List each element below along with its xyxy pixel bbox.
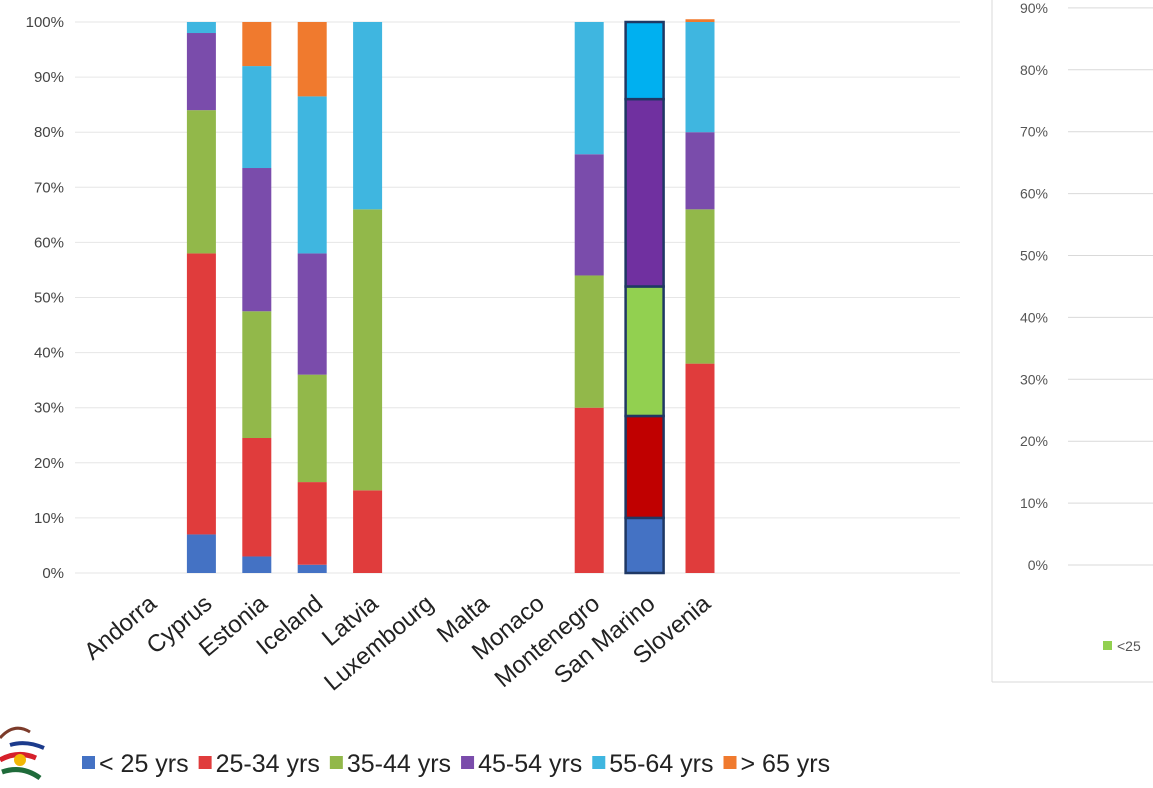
legend-swatch [329, 756, 343, 769]
bar-segment-cyprus-1 [186, 253, 216, 535]
x-tick-label: Andorra [79, 589, 162, 665]
legend-swatch [198, 756, 212, 769]
bar-segment-estonia-3 [242, 168, 272, 312]
y-tick-label: 60% [34, 234, 64, 251]
bar-segment-iceland-5 [297, 22, 327, 97]
inset-chart: 0% 10% 20% 30% 40% 50% 60% 70% 80% 90% <25 [991, 0, 1153, 683]
inset-y-tick-label: 10% [1020, 495, 1048, 511]
y-tick-label: 90% [34, 69, 64, 86]
legend-label: < 25 yrs [99, 750, 189, 778]
bar-segment-montenegro-4 [574, 22, 604, 155]
bar-segment-estonia-5 [242, 22, 272, 67]
bar-segment-slovenia-2 [685, 209, 715, 364]
bar-segment-cyprus-4 [186, 22, 216, 34]
y-axis-ticks: 0% 10% 20% 30% 40% 50% 60% 70% 80% 90% 100% [26, 14, 64, 582]
legend-label: 25-34 yrs [216, 750, 320, 778]
bar-segment-iceland-3 [297, 253, 327, 375]
bar-segment-latvia-4 [353, 22, 383, 210]
bar-segment-slovenia-5 [685, 19, 715, 22]
bar-segment-estonia-0 [242, 556, 272, 573]
legend: < 25 yrs 25-34 yrs 35-44 yrs 45-54 yrs 55-64… [82, 750, 830, 778]
inset-y-tick-label: 50% [1020, 248, 1048, 264]
bar-segment-san-marino-4 [624, 20, 665, 101]
inset-y-tick-label: 90% [1020, 0, 1048, 16]
bar-segment-cyprus-2 [186, 110, 216, 254]
bar-segment-iceland-4 [297, 96, 327, 254]
y-tick-label: 20% [34, 455, 64, 472]
inset-y-tick-label: 70% [1020, 124, 1048, 140]
legend-label: 55-64 yrs [609, 750, 713, 778]
bar-segment-estonia-2 [242, 311, 272, 439]
bar-segment-montenegro-1 [574, 407, 604, 573]
inset-y-tick-label: 80% [1020, 62, 1048, 78]
bars [186, 19, 715, 575]
inset-y-tick-label: 30% [1020, 371, 1048, 387]
legend-label: 35-44 yrs [347, 750, 451, 778]
y-tick-label: 50% [34, 290, 64, 307]
bar-segment-slovenia-1 [685, 363, 715, 573]
inset-legend-label: <25 [1117, 638, 1141, 654]
bar-segment-san-marino-2 [624, 285, 665, 418]
bar-segment-latvia-1 [353, 490, 383, 573]
inset-y-tick-label: 20% [1020, 433, 1048, 449]
bar-segment-iceland-1 [297, 482, 327, 565]
inset-y-tick-label: 60% [1020, 186, 1048, 202]
bar-segment-slovenia-3 [685, 132, 715, 210]
legend-swatch [82, 756, 95, 769]
gridlines [75, 21, 960, 574]
inset-y-axis-ticks: 0% 10% 20% 30% 40% 50% 60% 70% 80% 90% [1020, 0, 1153, 573]
bar-segment-montenegro-2 [574, 275, 604, 408]
y-tick-label: 40% [34, 345, 64, 362]
bar-segment-iceland-0 [297, 564, 327, 573]
legend-label: > 65 yrs [741, 750, 831, 778]
inset-y-tick-label: 40% [1020, 309, 1048, 325]
bar-segment-latvia-2 [353, 209, 383, 491]
bar-segment-san-marino-0 [624, 516, 665, 575]
bar-segment-san-marino-3 [624, 97, 665, 288]
bar-segment-estonia-1 [242, 438, 272, 557]
bar-segment-cyprus-0 [186, 534, 216, 573]
inset-legend-swatch [1103, 641, 1112, 650]
legend-swatch [723, 756, 737, 769]
y-tick-label: 0% [42, 565, 64, 582]
y-tick-label: 70% [34, 179, 64, 196]
bar-segment-estonia-4 [242, 66, 272, 169]
y-tick-label: 100% [26, 14, 64, 31]
legend-label: 45-54 yrs [478, 750, 582, 778]
legend-swatch [461, 756, 475, 769]
bar-segment-san-marino-1 [624, 414, 665, 520]
bar-segment-iceland-2 [297, 374, 327, 483]
bar-segment-slovenia-4 [685, 22, 715, 133]
y-tick-label: 10% [34, 510, 64, 527]
y-tick-label: 80% [34, 124, 64, 141]
inset-y-tick-label: 0% [1028, 557, 1048, 573]
legend-swatch [592, 756, 606, 769]
bar-segment-montenegro-3 [574, 154, 604, 276]
x-axis-labels: AndorraCyprusEstoniaIcelandLatviaLuxembo… [79, 589, 716, 696]
y-tick-label: 30% [34, 400, 64, 417]
bar-segment-cyprus-3 [186, 33, 216, 111]
organization-logo [0, 726, 45, 781]
